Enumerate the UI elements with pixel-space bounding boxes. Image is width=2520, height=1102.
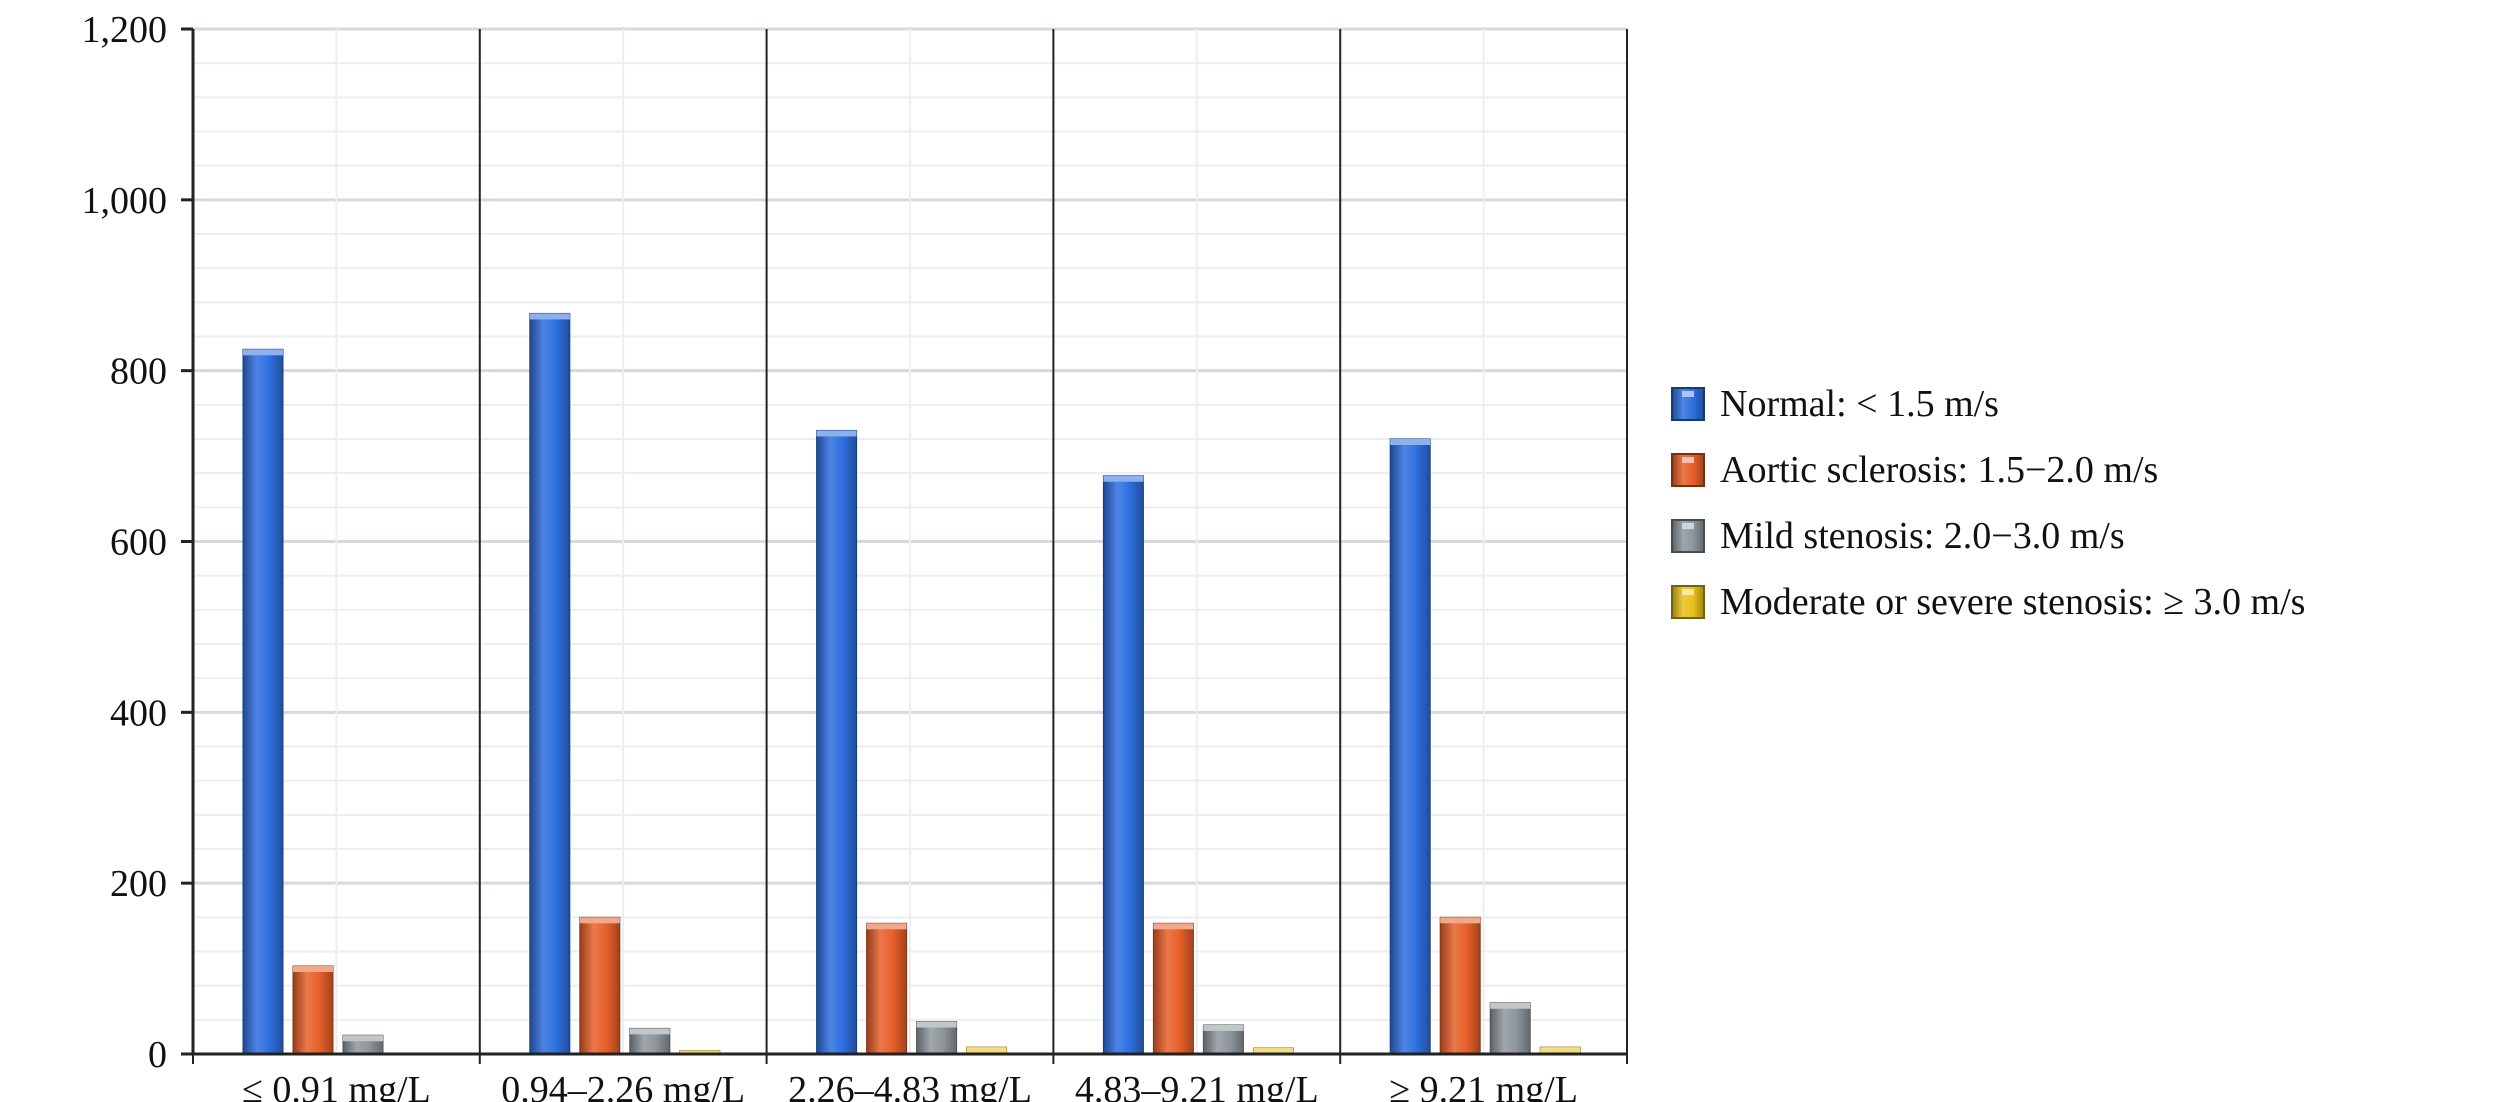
bar bbox=[1439, 916, 1481, 1055]
bar-highlight bbox=[1440, 917, 1481, 924]
bar-highlight bbox=[1103, 475, 1144, 482]
bar-highlight bbox=[243, 349, 283, 356]
y-tick-label: 600 bbox=[110, 522, 167, 564]
bar bbox=[1489, 1002, 1531, 1055]
bar bbox=[529, 312, 571, 1055]
y-tick-label: 200 bbox=[110, 863, 167, 905]
x-category-label: 4.83–9.21 mg/L bbox=[1075, 1069, 1319, 1102]
bar bbox=[1389, 438, 1431, 1055]
legend-swatch-highlight bbox=[1682, 457, 1694, 463]
bar-highlight bbox=[916, 1021, 957, 1028]
bar bbox=[292, 965, 334, 1055]
grid bbox=[193, 27, 1627, 1056]
legend-swatch-highlight bbox=[1682, 589, 1694, 595]
legend-label: Aortic sclerosis: 1.5−2.0 m/s bbox=[1720, 449, 2158, 491]
legend: Normal: < 1.5 m/s Aortic sclerosis: 1.5−2… bbox=[1671, 383, 2305, 623]
bar-highlight bbox=[679, 1050, 720, 1054]
y-tick-label: 1,200 bbox=[82, 9, 168, 51]
bar-highlight bbox=[816, 430, 857, 437]
bar-highlight bbox=[1253, 1048, 1294, 1054]
legend-swatch-highlight bbox=[1682, 391, 1694, 397]
x-category-label: 0.94–2.26 mg/L bbox=[501, 1069, 745, 1102]
bar bbox=[1152, 922, 1194, 1055]
bar-highlight bbox=[1490, 1002, 1531, 1009]
bar bbox=[242, 348, 284, 1055]
legend-swatch-highlight bbox=[1682, 523, 1694, 529]
x-category-label: ≥ 9.21 mg/L bbox=[1389, 1069, 1578, 1102]
bar-highlight bbox=[629, 1028, 670, 1035]
bar-highlight bbox=[529, 313, 570, 320]
bar-highlight bbox=[343, 1035, 383, 1042]
bar bbox=[579, 916, 621, 1055]
bar-highlight bbox=[579, 917, 620, 924]
bar-highlight bbox=[1390, 439, 1431, 445]
y-tick-label: 0 bbox=[148, 1034, 167, 1076]
bar-highlight bbox=[866, 923, 907, 930]
legend-label: Moderate or severe stenosis: ≥ 3.0 m/s bbox=[1720, 581, 2305, 623]
bar bbox=[1102, 475, 1144, 1055]
y-tick-label: 1,000 bbox=[82, 180, 168, 222]
y-tick-label: 400 bbox=[110, 692, 167, 734]
bar-highlight bbox=[293, 966, 333, 973]
bar-highlight bbox=[1153, 923, 1194, 930]
bar-highlight bbox=[966, 1047, 1007, 1054]
x-category-label: 2.26–4.83 mg/L bbox=[788, 1069, 1032, 1102]
y-tick-label: 800 bbox=[110, 351, 167, 393]
legend-label: Normal: < 1.5 m/s bbox=[1720, 383, 1999, 425]
bar-highlight bbox=[1540, 1047, 1581, 1054]
legend-label: Mild stenosis: 2.0−3.0 m/s bbox=[1720, 515, 2125, 557]
bar bbox=[816, 429, 858, 1055]
axes: 0 200 400 600 800 1,000 1,200 ≤ 0.91 mg/L 0.94–2… bbox=[82, 9, 1628, 1102]
bar bbox=[866, 922, 908, 1055]
x-category-label: ≤ 0.91 mg/L bbox=[242, 1069, 431, 1102]
bars bbox=[242, 312, 1581, 1055]
bar-highlight bbox=[1203, 1024, 1244, 1031]
